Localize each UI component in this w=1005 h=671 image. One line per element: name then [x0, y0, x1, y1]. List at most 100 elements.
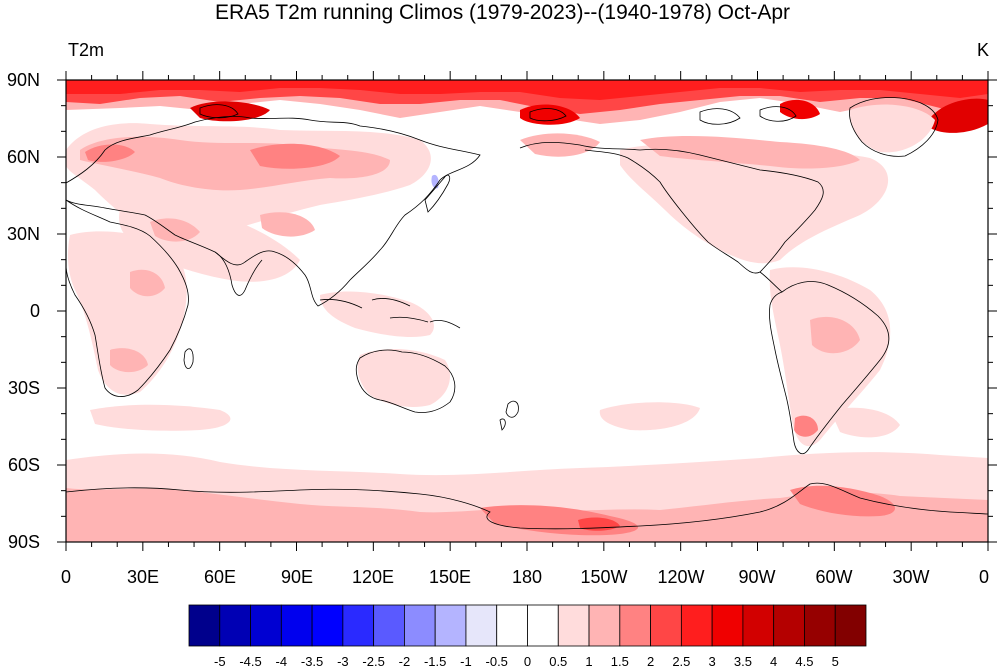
colorbar-swatch — [373, 604, 405, 647]
colorbar-tick-label: 0 — [523, 654, 532, 669]
baffin-peak — [780, 99, 820, 120]
map-title: ERA5 T2m running Climos (1979-2023)--(19… — [214, 1, 791, 24]
lon-label-60e: 60E — [203, 567, 237, 587]
arctic-max — [66, 80, 988, 100]
colorbar-tick-label: 4.5 — [795, 654, 814, 669]
colorbar-swatch — [219, 604, 251, 647]
sahel-1.5K — [130, 269, 165, 297]
coast-arctic-islands — [199, 104, 797, 125]
weddell-1.5K — [790, 485, 895, 517]
colorbar-tick-label: -1 — [460, 654, 472, 669]
colorbar-tick-label: -3 — [337, 654, 349, 669]
lon-label-30e: 30E — [126, 567, 160, 587]
colorbar-swatch — [619, 604, 651, 647]
colorbar-swatch — [773, 604, 805, 647]
coastlines — [66, 97, 988, 530]
colorbar-swatch — [404, 604, 436, 647]
siberia-2K — [250, 143, 340, 169]
arctic-core — [66, 80, 988, 116]
coast-north-america — [519, 141, 824, 274]
coast-australia — [355, 349, 456, 413]
south-atlantic-warm — [830, 407, 900, 438]
colorbar-swatch — [588, 604, 621, 647]
lon-label-30w: 30W — [892, 567, 930, 587]
alaska-1.5K — [520, 133, 600, 157]
colorbar-swatch — [280, 604, 313, 647]
lon-label-120e: 120E — [351, 567, 395, 587]
colorbar-tick-label: 2 — [646, 654, 655, 669]
coast-greenland — [849, 97, 939, 157]
lat-label-60s: 60S — [7, 455, 40, 475]
variable-label: T2m — [68, 40, 104, 60]
lat-label-90n: 90N — [6, 70, 40, 90]
colorbar-tick-label: -2.5 — [362, 654, 385, 669]
colorbar-swatch — [834, 604, 867, 647]
coast-antarctica — [66, 482, 988, 530]
colorbar-tick-label: 3 — [708, 654, 716, 669]
colorbar-swatch — [311, 604, 344, 647]
colorbar-swatch — [680, 604, 713, 647]
north-america-warm — [620, 144, 889, 264]
lon-label-0-right: 0 — [978, 567, 989, 587]
greenland-warm — [849, 104, 935, 153]
coast-eurasia — [66, 115, 481, 307]
lat-label-0: 0 — [29, 301, 40, 321]
south-indian-ocean-warm — [90, 404, 231, 431]
colorbar-tick-label: 0.5 — [549, 654, 568, 669]
lon-label-150e: 150E — [428, 567, 472, 587]
coast-madagascar — [183, 348, 194, 369]
axis-ticks — [57, 71, 997, 551]
arabia-1.5K — [150, 218, 200, 242]
colorbar-swatch — [188, 604, 221, 647]
colorbar-swatch — [557, 604, 590, 647]
lat-label-30n: 30N — [6, 224, 40, 244]
tibet-1.5K — [260, 212, 315, 237]
africa-warm — [67, 231, 187, 395]
colorbar-tick-label: -2 — [398, 654, 411, 669]
south-africa-1K — [110, 348, 148, 373]
coast-japan — [424, 174, 451, 213]
colorbar-swatch — [527, 604, 559, 647]
coast-south-america — [769, 281, 890, 455]
colorbar-swatch — [804, 604, 836, 647]
europe-2K — [85, 144, 135, 162]
colorbar-tick-label: 1 — [585, 654, 593, 669]
australia-warm — [357, 348, 450, 407]
colorbar — [188, 604, 867, 647]
patagonia-1.5K — [794, 415, 818, 437]
lon-label-150w: 150W — [580, 567, 628, 587]
colorbar-tick-label: 1.5 — [610, 654, 629, 669]
lon-label-90e: 90E — [280, 567, 314, 587]
coast-new-zealand — [499, 400, 519, 431]
colorbar-swatch — [465, 604, 498, 647]
lon-label-90w: 90W — [738, 567, 776, 587]
coast-indonesia — [319, 298, 461, 329]
greenland-peak — [930, 98, 988, 133]
south-pacific-warm — [599, 402, 700, 431]
lat-label-30s: 30S — [7, 378, 40, 398]
colorbar-tick-label: -4 — [275, 654, 288, 669]
lon-label-120w: 120W — [657, 567, 705, 587]
anomaly-field — [66, 80, 988, 542]
colorbar-swatch — [250, 604, 282, 647]
colorbar-swatch — [650, 604, 682, 647]
amazon-1.5K — [810, 316, 860, 354]
coast-india — [214, 251, 263, 296]
lon-label-0: 0 — [60, 567, 71, 587]
colorbar-swatch — [742, 604, 775, 647]
south-america-warm — [769, 267, 891, 447]
colorbar-tick-label: -1.5 — [423, 654, 447, 669]
colorbar-swatch — [496, 604, 528, 647]
lat-label-60n: 60N — [6, 147, 40, 167]
colorbar-tick-label: -5 — [213, 654, 226, 669]
coast-africa — [66, 199, 189, 397]
coast-central-america — [759, 271, 783, 293]
colorbar-tick-label: -0.5 — [485, 654, 508, 669]
units-label: K — [976, 40, 989, 60]
colorbar-tick-label: 4 — [770, 654, 778, 669]
colorbar-tick-label: 2.5 — [672, 654, 691, 669]
lon-label-60w: 60W — [815, 567, 853, 587]
canada-1.5K — [640, 136, 860, 169]
colorbar-swatch — [342, 604, 375, 647]
